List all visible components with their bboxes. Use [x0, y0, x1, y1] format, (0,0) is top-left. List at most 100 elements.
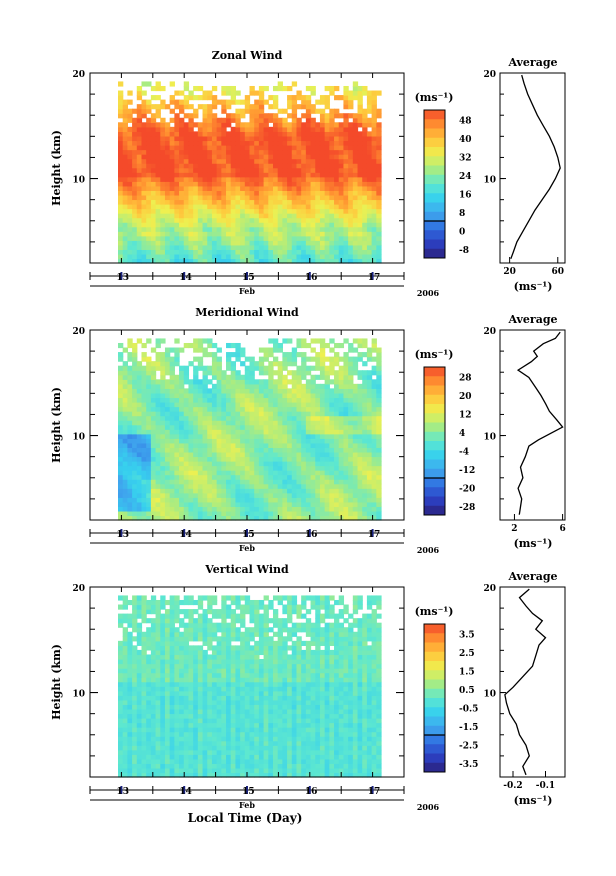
heatmap-cell [305, 126, 312, 132]
colorbar-band [424, 450, 445, 460]
heatmap-cell [315, 140, 321, 146]
heatmap-cell [319, 135, 326, 142]
heatmap-cell [150, 506, 157, 512]
heatmap-cell [291, 108, 298, 114]
heatmap-cell [141, 515, 147, 521]
heatmap-cell [310, 731, 316, 737]
heatmap-cell [263, 181, 269, 187]
heatmap-cell [258, 736, 265, 742]
heatmap-cell [371, 208, 377, 214]
heatmap-cell [122, 199, 128, 205]
heatmap-cell [211, 488, 218, 494]
heatmap-cell [226, 131, 232, 137]
heatmap-cell [118, 140, 124, 146]
heatmap-cell [202, 447, 208, 453]
heatmap-cell [202, 108, 208, 114]
heatmap-cell [132, 194, 138, 201]
heatmap-cell [193, 740, 199, 746]
heatmap-cell [268, 244, 274, 250]
heatmap-cell [244, 447, 251, 453]
heatmap-cell [296, 149, 302, 155]
heatmap-cell [197, 722, 204, 728]
heatmap-cell [291, 122, 298, 128]
heatmap-cell [146, 365, 152, 371]
heatmap-cell [357, 199, 363, 205]
heatmap-cell [141, 235, 147, 241]
heatmap-cell [291, 158, 298, 164]
heatmap-cell [179, 144, 185, 151]
heatmap-cell [202, 167, 208, 173]
heatmap-cell [164, 429, 171, 435]
heatmap-cell [277, 456, 283, 462]
heatmap-cell [169, 379, 175, 385]
heatmap-cell [155, 172, 161, 178]
heatmap-cell [254, 451, 260, 458]
heatmap-cell [376, 397, 382, 403]
heatmap-cell [352, 208, 359, 214]
heatmap-cell [226, 758, 232, 764]
heatmap-cell [118, 420, 124, 426]
heatmap-cell [164, 208, 171, 214]
heatmap-cell [366, 506, 373, 512]
heatmap-cell [249, 442, 255, 448]
heatmap-cell [132, 749, 138, 755]
heatmap-cell [334, 736, 340, 742]
heatmap-cell [155, 740, 161, 746]
heatmap-cell [193, 158, 199, 164]
heatmap-cell [343, 745, 349, 751]
heatmap-cell [141, 397, 147, 403]
heatmap-cell [258, 95, 265, 101]
heatmap-cell [291, 515, 298, 521]
heatmap-cell [174, 415, 180, 421]
heatmap-cell [244, 365, 251, 371]
heatmap-cell [272, 433, 279, 439]
heatmap-cell [258, 347, 265, 353]
heatmap-cell [230, 749, 237, 755]
heatmap-cell [348, 442, 354, 448]
heatmap-cell [197, 754, 204, 760]
colorbar-band [424, 202, 445, 213]
heatmap-cell [329, 356, 335, 362]
heatmap-cell [150, 370, 157, 376]
heatmap-cell [352, 420, 359, 426]
heatmap-cell [371, 235, 377, 241]
heatmap-cell [188, 144, 194, 151]
heatmap-cell [254, 406, 260, 412]
heatmap-cell [179, 253, 185, 260]
heatmap-cell [188, 772, 194, 778]
heatmap-cell [371, 203, 377, 210]
heatmap-cell [179, 117, 185, 123]
heatmap-cell [334, 745, 340, 751]
heatmap-cell [305, 451, 312, 458]
heatmap-cell [193, 736, 199, 742]
heatmap-cell [258, 767, 265, 774]
heatmap-cell [174, 411, 180, 417]
heatmap-cell [146, 470, 152, 476]
heatmap-cell [357, 95, 363, 101]
heatmap-cell [319, 772, 326, 778]
heatmap-cell [291, 181, 298, 187]
heatmap-cell [343, 199, 349, 205]
heatmap-cell [272, 149, 279, 155]
heatmap-cell [296, 424, 302, 430]
heatmap-cell [216, 135, 222, 142]
heatmap-cell [188, 465, 194, 471]
heatmap-cell [127, 176, 133, 182]
heatmap-cell [352, 163, 359, 169]
heatmap-cell [118, 213, 124, 219]
heatmap-cell [197, 411, 204, 417]
heatmap-cell [211, 506, 218, 512]
heatmap-cell [376, 135, 382, 142]
heatmap-cell [296, 727, 302, 733]
heatmap-cell [291, 249, 298, 255]
heatmap-cell [169, 722, 175, 728]
heatmap-cell [263, 731, 269, 737]
heatmap-cell [179, 194, 185, 201]
heatmap-cell [226, 492, 232, 498]
heatmap-cell [362, 488, 368, 494]
heatmap-cell [357, 104, 363, 110]
heatmap-cell [287, 85, 293, 92]
heatmap-cell [352, 438, 359, 444]
heatmap-cell [216, 126, 222, 132]
heatmap-cell [343, 338, 349, 344]
